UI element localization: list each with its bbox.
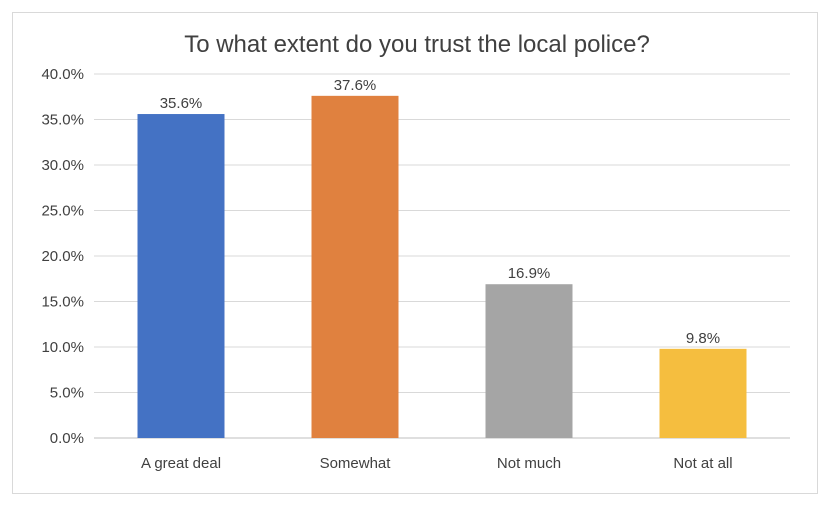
bar <box>137 114 225 438</box>
bar <box>659 348 747 438</box>
chart-title: To what extent do you trust the local po… <box>184 31 650 58</box>
y-axis: 0.0% 5.0% 10.0% 15.0% 20.0% 25.0% 30.0% 35.0% 40… <box>41 66 84 447</box>
x-tick-label: Not at all <box>673 455 732 472</box>
y-tick-label: 30.0% <box>41 157 84 174</box>
y-tick-label: 40.0% <box>41 66 84 83</box>
data-label: 16.9% <box>508 265 551 282</box>
data-label: 35.6% <box>160 95 203 112</box>
x-axis: A great deal Somewhat Not much Not at all <box>141 455 733 472</box>
y-tick-label: 10.0% <box>41 339 84 356</box>
y-tick-label: 35.0% <box>41 112 84 129</box>
bars: 35.6% 37.6% 16.9% 9.8% <box>137 77 747 438</box>
data-label: 9.8% <box>686 330 720 347</box>
x-tick-label: Not much <box>497 455 561 472</box>
x-tick-label: A great deal <box>141 455 221 472</box>
y-tick-label: 20.0% <box>41 248 84 265</box>
x-tick-label: Somewhat <box>320 455 392 472</box>
y-tick-label: 5.0% <box>50 385 84 402</box>
y-tick-label: 25.0% <box>41 203 84 220</box>
y-tick-label: 15.0% <box>41 294 84 311</box>
data-label: 37.6% <box>334 77 377 94</box>
bar <box>485 284 573 438</box>
bar <box>311 95 399 438</box>
y-tick-label: 0.0% <box>50 430 84 447</box>
